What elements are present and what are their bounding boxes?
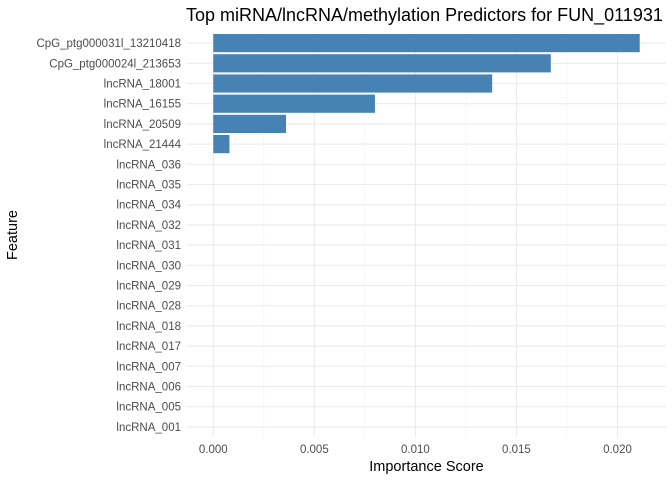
bar-lncRNA_21444: [213, 135, 230, 154]
y-tick-label: lncRNA_017: [116, 341, 181, 353]
bar-lncRNA_16155: [213, 94, 375, 113]
y-tick-label: lncRNA_028: [116, 301, 181, 313]
y-tick-label: lncRNA_21444: [104, 139, 182, 151]
grid-lines: [187, 33, 666, 437]
y-tick-label: lncRNA_007: [116, 361, 181, 373]
y-tick-label: lncRNA_035: [116, 180, 181, 192]
y-tick-label: lncRNA_001: [116, 422, 181, 434]
y-tick-label: lncRNA_005: [116, 402, 181, 414]
y-tick-label: lncRNA_018: [116, 321, 181, 333]
y-tick-label: lncRNA_18001: [104, 79, 181, 91]
y-tick-label: lncRNA_032: [116, 220, 181, 232]
y-tick-label: lncRNA_16155: [104, 99, 181, 111]
bar-CpG_ptg000031l_13210418: [213, 34, 640, 53]
y-tick-label: CpG_ptg000024l_213653: [49, 58, 181, 70]
chart-title: Top miRNA/lncRNA/methylation Predictors …: [186, 5, 663, 26]
x-tick-labels: 0.000 0.005 0.010 0.015 0.020: [199, 444, 632, 456]
y-tick-labels: CpG_ptg000031l_13210418 CpG_ptg000024l_21…: [36, 38, 181, 434]
bar-lncRNA_18001: [213, 74, 493, 93]
x-tick-label: 0.000: [199, 444, 228, 456]
x-tick-label: 0.010: [401, 444, 430, 456]
y-axis-title: Feature: [5, 210, 21, 260]
y-tick-label: lncRNA_006: [116, 382, 181, 394]
y-tick-label: lncRNA_030: [116, 260, 181, 272]
y-tick-label: lncRNA_029: [116, 281, 181, 293]
y-tick-label: CpG_ptg000031l_13210418: [36, 38, 181, 50]
bar-CpG_ptg000024l_213653: [213, 54, 551, 73]
x-axis-title: Importance Score: [369, 459, 483, 475]
y-tick-label: lncRNA_20509: [104, 119, 181, 131]
bars: [213, 34, 640, 154]
x-tick-label: 0.005: [300, 444, 329, 456]
x-tick-label: 0.020: [603, 444, 632, 456]
y-tick-label: lncRNA_031: [116, 240, 181, 252]
bar-lncRNA_20509: [213, 114, 287, 133]
x-tick-label: 0.015: [502, 444, 531, 456]
y-tick-label: lncRNA_034: [116, 200, 181, 212]
y-tick-label: lncRNA_036: [116, 159, 181, 171]
